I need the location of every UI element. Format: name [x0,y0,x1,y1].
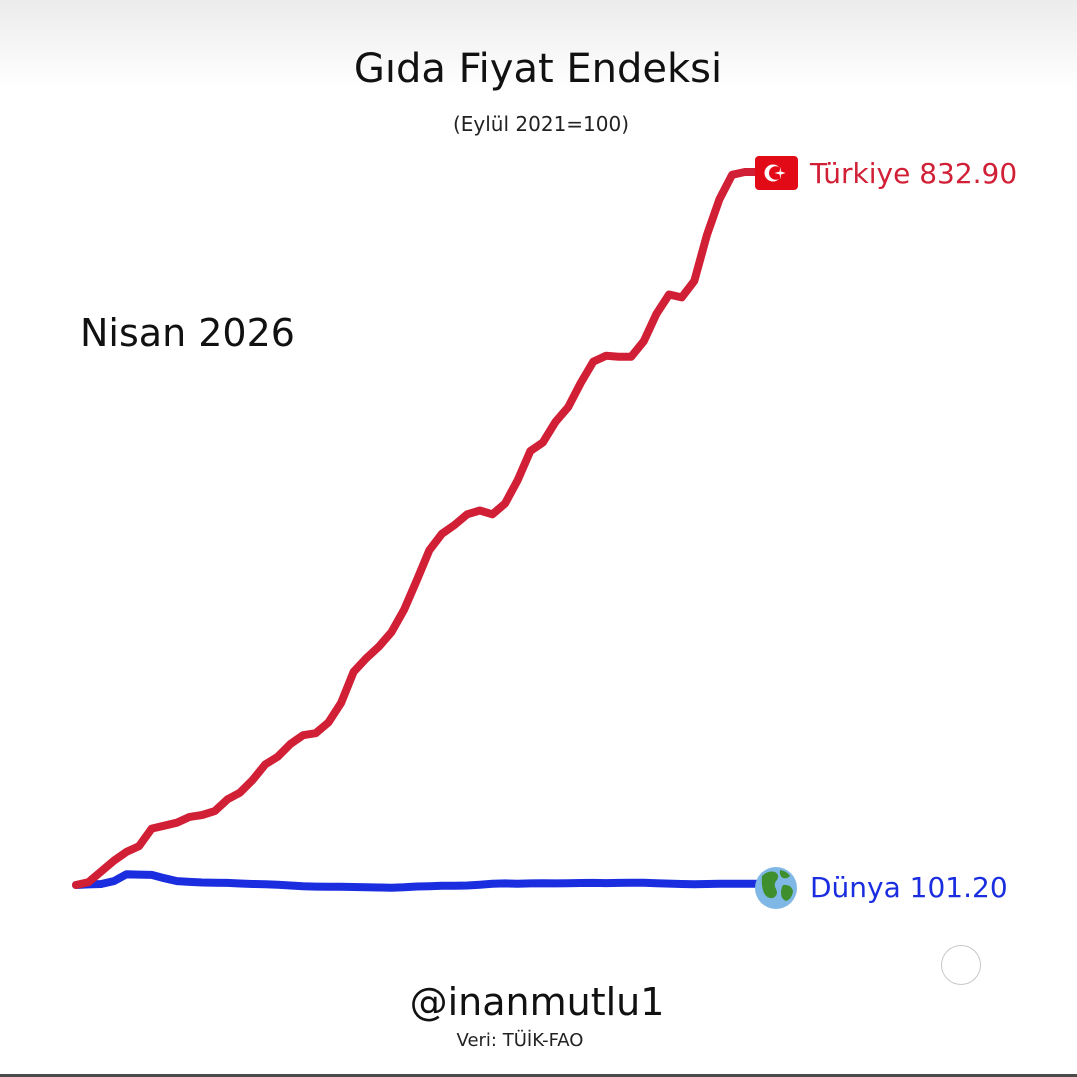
turkey-flag-icon [755,156,798,190]
chart-title: Gıda Fiyat Endeksi [354,46,722,92]
data-source: Veri: TÜİK-FAO [457,1029,584,1051]
dunya-end-label: Dünya 101.20 [810,871,1008,904]
record-button[interactable] [941,945,981,985]
turkiye-series-line [72,168,774,889]
globe-icon [755,867,797,909]
turkiye-end-label: Türkiye 832.90 [809,157,1017,190]
top-shade [0,0,1077,90]
series-layer [72,168,774,892]
chart-subtitle: (Eylül 2021=100) [453,112,629,136]
date-label: Nisan 2026 [80,311,295,355]
bottom-rule [0,1074,1077,1077]
author-handle: @inanmutlu1 [410,980,665,1024]
dunya-series-line [72,870,774,892]
